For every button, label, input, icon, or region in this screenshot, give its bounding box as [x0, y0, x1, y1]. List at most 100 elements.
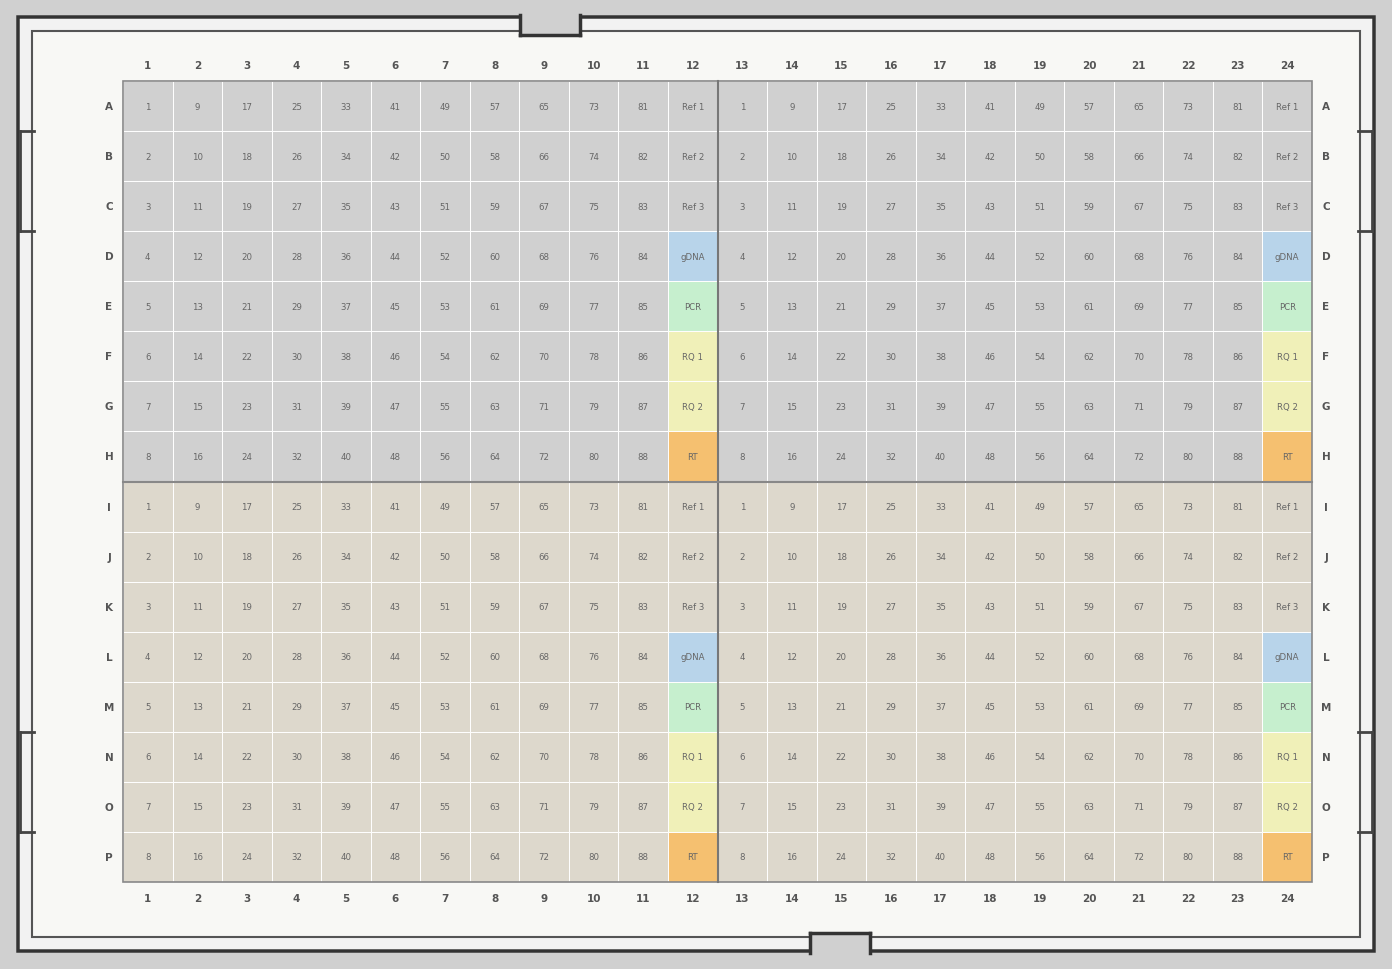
Bar — [370, 682, 420, 732]
Text: 9: 9 — [195, 503, 200, 512]
Text: 88: 88 — [1232, 853, 1243, 861]
Bar — [1114, 332, 1164, 382]
Bar — [1212, 532, 1263, 582]
Text: 2: 2 — [739, 552, 745, 561]
Text: 18: 18 — [241, 552, 252, 561]
Text: 77: 77 — [589, 703, 599, 711]
Bar — [420, 132, 469, 182]
Text: 62: 62 — [489, 753, 500, 762]
Bar — [223, 632, 271, 682]
Bar — [916, 782, 965, 832]
Text: 81: 81 — [1232, 503, 1243, 512]
Bar — [322, 132, 370, 182]
Bar — [370, 232, 420, 282]
Bar — [420, 382, 469, 432]
Text: 61: 61 — [489, 703, 500, 711]
Text: 15: 15 — [192, 802, 203, 812]
Text: 78: 78 — [1183, 753, 1194, 762]
Text: 7: 7 — [739, 402, 745, 412]
Text: 73: 73 — [1183, 503, 1194, 512]
Text: 22: 22 — [1180, 893, 1196, 903]
Bar — [1114, 132, 1164, 182]
Text: 18: 18 — [835, 152, 846, 162]
Text: 16: 16 — [192, 853, 203, 861]
Text: 72: 72 — [539, 853, 550, 861]
Bar — [668, 782, 717, 832]
Text: 67: 67 — [1133, 603, 1144, 611]
Bar — [965, 432, 1015, 482]
Text: 37: 37 — [935, 302, 947, 311]
Text: 16: 16 — [884, 893, 898, 903]
Text: 20: 20 — [1082, 61, 1097, 71]
Text: 33: 33 — [341, 103, 351, 111]
Text: 33: 33 — [935, 103, 947, 111]
Bar — [519, 632, 569, 682]
Text: 22: 22 — [1180, 61, 1196, 71]
Text: 5: 5 — [342, 61, 349, 71]
Bar — [420, 582, 469, 632]
Bar — [916, 582, 965, 632]
Bar — [271, 82, 322, 132]
Text: 14: 14 — [786, 353, 798, 361]
Text: 48: 48 — [390, 453, 401, 461]
Text: 77: 77 — [589, 302, 599, 311]
Bar — [322, 682, 370, 732]
Text: 70: 70 — [539, 353, 550, 361]
Bar — [717, 432, 767, 482]
Bar — [370, 732, 420, 782]
Text: 83: 83 — [638, 203, 649, 211]
Text: 52: 52 — [440, 253, 451, 262]
Bar — [1212, 132, 1263, 182]
Bar — [1114, 382, 1164, 432]
Text: G: G — [1322, 402, 1331, 412]
Text: 83: 83 — [1232, 603, 1243, 611]
Text: 3: 3 — [145, 603, 150, 611]
Bar — [1114, 182, 1164, 232]
Text: 18: 18 — [241, 152, 252, 162]
Bar — [223, 732, 271, 782]
Text: 52: 52 — [440, 652, 451, 662]
Text: 6: 6 — [739, 753, 745, 762]
Bar — [569, 732, 618, 782]
Bar — [519, 432, 569, 482]
Bar — [271, 382, 322, 432]
Text: Ref 2: Ref 2 — [1276, 552, 1299, 561]
Text: 35: 35 — [341, 203, 351, 211]
Bar — [1015, 482, 1065, 532]
Bar — [1114, 632, 1164, 682]
Bar — [569, 332, 618, 382]
Text: 70: 70 — [1133, 353, 1144, 361]
Text: 71: 71 — [539, 802, 550, 812]
Bar — [1164, 282, 1212, 332]
Text: 66: 66 — [539, 552, 550, 561]
Text: L: L — [1322, 652, 1329, 662]
Bar — [469, 482, 519, 532]
Bar — [1212, 782, 1263, 832]
Text: 41: 41 — [984, 503, 995, 512]
Bar — [717, 682, 767, 732]
Text: 26: 26 — [291, 152, 302, 162]
Bar — [1114, 482, 1164, 532]
Text: 78: 78 — [1183, 353, 1194, 361]
Text: 23: 23 — [241, 402, 252, 412]
Text: 37: 37 — [341, 302, 351, 311]
Text: 61: 61 — [489, 302, 500, 311]
Bar — [965, 682, 1015, 732]
Text: 60: 60 — [489, 253, 500, 262]
Text: 40: 40 — [341, 853, 351, 861]
Text: 24: 24 — [835, 453, 846, 461]
Text: 14: 14 — [785, 893, 799, 903]
Bar — [173, 232, 223, 282]
Text: 52: 52 — [1034, 652, 1045, 662]
Text: 42: 42 — [984, 552, 995, 561]
Text: 4: 4 — [145, 253, 150, 262]
Text: 54: 54 — [1034, 353, 1045, 361]
Bar — [916, 832, 965, 882]
Text: 69: 69 — [1133, 302, 1144, 311]
Text: 29: 29 — [291, 302, 302, 311]
Text: 6: 6 — [145, 353, 150, 361]
Text: 25: 25 — [291, 503, 302, 512]
Text: P: P — [106, 852, 113, 862]
Text: 8: 8 — [145, 853, 150, 861]
Text: 77: 77 — [1183, 703, 1194, 711]
